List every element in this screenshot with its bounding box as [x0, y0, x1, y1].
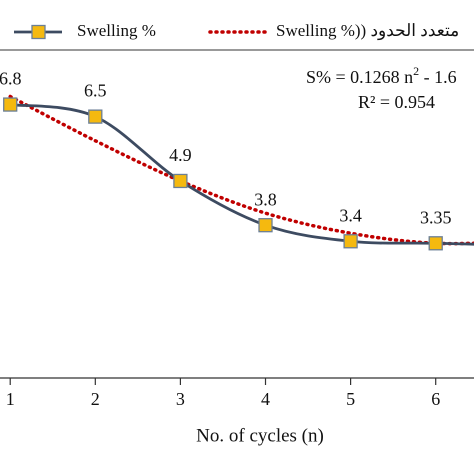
data-label: 6.5 [84, 81, 107, 101]
data-label: 6.8 [0, 69, 21, 89]
r-squared: R² = 0.954 [358, 92, 435, 112]
legend-label: Swelling % [77, 21, 156, 40]
x-tick-label: 2 [91, 389, 100, 409]
legend-label: Swelling %)) متعدد الحدود [276, 21, 459, 41]
data-label: 3.4 [339, 205, 362, 225]
data-label: 3.8 [254, 189, 277, 209]
data-line [8, 103, 474, 246]
data-label: 3.35 [420, 207, 452, 227]
equation: S% = 0.1268 n2 - 1.6 [306, 64, 457, 87]
marker [173, 173, 188, 189]
marker [428, 236, 443, 251]
marker [3, 97, 18, 112]
x-tick-label: 1 [6, 389, 15, 409]
equation-exponent: 2 [413, 64, 419, 78]
x-tick-label: 5 [346, 389, 355, 409]
marker [88, 109, 103, 124]
x-tick-label: 4 [261, 389, 270, 409]
data-label: 4.9 [169, 145, 192, 165]
equation-text: S% = 0.1268 n [306, 67, 413, 87]
marker [258, 218, 273, 233]
x-axis-label: No. of cycles (n) [196, 425, 324, 446]
marker [343, 234, 358, 249]
legend-marker [31, 24, 46, 40]
x-tick-label: 6 [431, 389, 440, 409]
x-tick-label: 3 [176, 389, 185, 409]
equation-rest: - 1.6 [419, 67, 457, 87]
fit-line [8, 94, 474, 246]
